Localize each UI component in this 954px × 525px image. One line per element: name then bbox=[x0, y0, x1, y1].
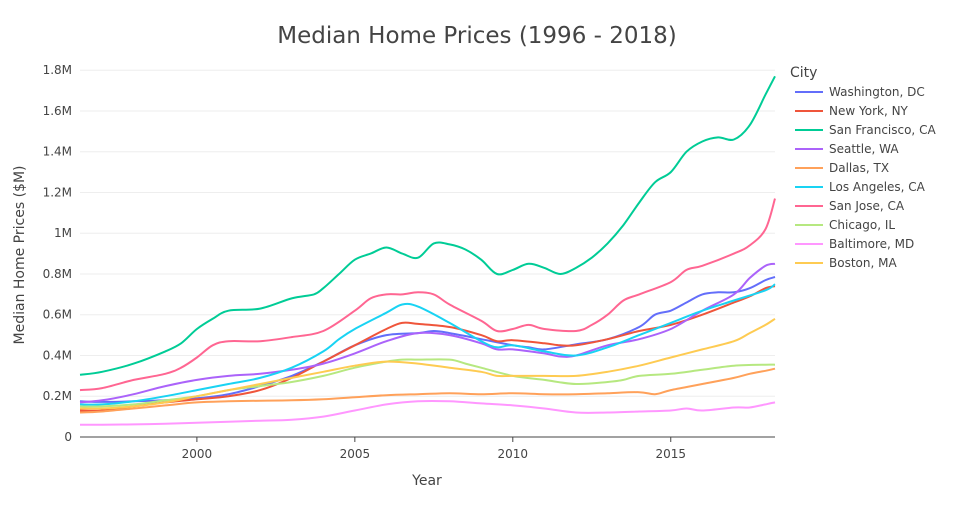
series-line-seattle-wa bbox=[79, 262, 776, 404]
y-tick-label: 0 bbox=[64, 430, 72, 444]
x-tick-label: 2010 bbox=[498, 447, 529, 461]
y-tick-label: 0.8M bbox=[43, 267, 72, 281]
series-line-san-francisco-ca bbox=[79, 75, 776, 376]
series-line-washington-dc bbox=[79, 276, 776, 403]
legend-item-label[interactable]: Boston, MA bbox=[829, 256, 897, 270]
y-tick-label: 1.6M bbox=[43, 104, 72, 118]
series-line-dallas-tx bbox=[79, 367, 776, 414]
y-axis-title: Median Home Prices ($M) bbox=[12, 166, 28, 345]
series-line-san-jose-ca bbox=[79, 198, 776, 392]
y-tick-label: 0.6M bbox=[43, 308, 72, 322]
y-tick-label: 1.2M bbox=[43, 185, 72, 199]
legend-item-label[interactable]: Baltimore, MD bbox=[829, 237, 914, 251]
y-tick-label: 0.2M bbox=[43, 389, 72, 403]
legend-item-label[interactable]: Seattle, WA bbox=[829, 142, 899, 156]
legend-item-label[interactable]: Dallas, TX bbox=[829, 161, 889, 175]
legend-item-label[interactable]: Los Angeles, CA bbox=[829, 180, 926, 194]
legend-item-label[interactable]: Washington, DC bbox=[829, 85, 925, 99]
series-line-los-angeles-ca bbox=[79, 283, 776, 406]
chart-title: Median Home Prices (1996 - 2018) bbox=[277, 23, 677, 49]
x-axis-title: Year bbox=[411, 473, 442, 489]
series-line-baltimore-md bbox=[79, 400, 776, 426]
x-tick-label: 2015 bbox=[655, 447, 686, 461]
legend-item-label[interactable]: San Francisco, CA bbox=[829, 123, 936, 137]
x-tick-label: 2000 bbox=[182, 447, 213, 461]
x-tick-label: 2005 bbox=[340, 447, 371, 461]
y-tick-label: 1.4M bbox=[43, 145, 72, 159]
y-tick-label: 1.8M bbox=[43, 63, 72, 77]
series-line-boston-ma bbox=[79, 317, 776, 410]
y-tick-label: 0.4M bbox=[43, 348, 72, 362]
y-axis-ticks: 0 0.2M 0.4M 0.6M 0.8M 1M 1.2M 1.4M 1.6M 1.8M bbox=[43, 63, 72, 444]
legend-title: City bbox=[790, 65, 817, 81]
y-tick-label: 1M bbox=[54, 226, 72, 240]
x-axis-ticks: 2000 2005 2010 2015 bbox=[182, 437, 686, 461]
legend: City Washington, DC New York, NY San Franc… bbox=[790, 65, 936, 270]
legend-item-label[interactable]: Chicago, IL bbox=[829, 218, 895, 232]
series-lines bbox=[79, 75, 776, 426]
legend-item-label[interactable]: San Jose, CA bbox=[829, 199, 905, 213]
legend-item-label[interactable]: New York, NY bbox=[829, 104, 909, 118]
